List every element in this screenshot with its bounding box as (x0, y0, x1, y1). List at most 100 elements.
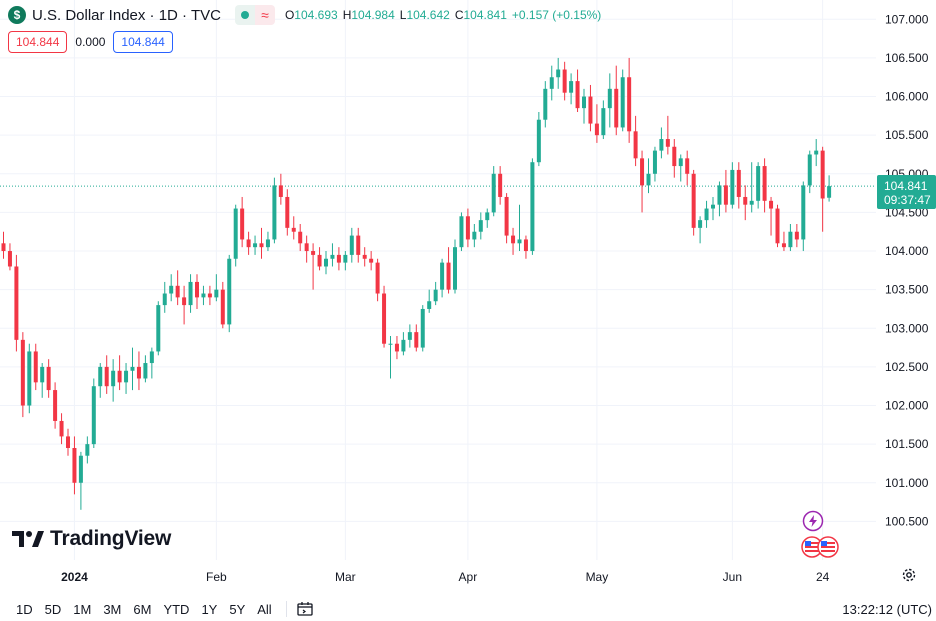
settings-gear-icon[interactable] (900, 566, 918, 584)
candle (472, 224, 477, 248)
candle-body (91, 386, 96, 445)
candle-body (704, 208, 709, 221)
candle (111, 359, 116, 402)
candle-body (156, 305, 161, 352)
timeframe-list: 1D 5D 1M 3M 6M YTD 1Y 5Y All (10, 602, 278, 617)
y-tick-label: 102.000 (885, 399, 929, 413)
lightning-icon[interactable] (802, 510, 824, 532)
candle (20, 332, 25, 418)
candle-body (272, 185, 277, 240)
candle (156, 301, 161, 356)
candle-body (407, 332, 412, 340)
candle-body (820, 150, 825, 199)
tradingview-logo[interactable]: TradingView (12, 527, 171, 551)
candle (827, 175, 832, 202)
y-tick-label: 106.500 (885, 51, 929, 65)
timeframe-1m[interactable]: 1M (73, 601, 92, 617)
candle-body (698, 220, 703, 228)
candle-body (607, 88, 612, 109)
candle-body (433, 289, 438, 302)
candle-body (491, 173, 496, 213)
candle (465, 208, 470, 248)
candle-body (517, 239, 522, 244)
candle (317, 247, 322, 271)
candle (14, 254, 19, 352)
candle (511, 227, 516, 255)
candle (33, 343, 38, 391)
candle (27, 343, 32, 414)
candle-body (562, 69, 567, 93)
candle (394, 336, 399, 360)
candle (343, 251, 348, 271)
timeframe-ytd[interactable]: YTD (163, 601, 190, 617)
candle-body (336, 254, 341, 263)
symbol-title[interactable]: U.S. Dollar Index · 1D · TVC (32, 6, 221, 24)
candle-body (27, 351, 32, 406)
candle (446, 247, 451, 294)
timeframe-5y[interactable]: 5Y (229, 601, 246, 617)
dollar-icon: $ (8, 6, 26, 24)
candle (569, 73, 574, 105)
candle-body (375, 262, 380, 294)
timeframe-3m[interactable]: 3M (103, 601, 122, 617)
candle-body (46, 366, 51, 391)
candle (523, 235, 528, 259)
candle (40, 363, 45, 398)
candle (265, 231, 270, 252)
candle-body (685, 158, 690, 174)
candle (175, 270, 180, 306)
us-flag-icon[interactable] (800, 535, 844, 559)
candle-body (1, 243, 6, 252)
candle (104, 355, 109, 394)
candle-body (143, 363, 148, 379)
candle-body (291, 227, 296, 232)
candle (627, 57, 632, 143)
candle (549, 65, 554, 101)
candle (46, 359, 51, 398)
candle-body (195, 281, 199, 298)
candle-body (633, 131, 638, 159)
candle-body (659, 139, 664, 151)
candle (478, 212, 483, 240)
candle (517, 204, 522, 252)
candle (775, 204, 780, 248)
utc-clock[interactable]: 13:22:12 (UTC) (842, 601, 932, 617)
date-range-icon[interactable] (295, 599, 315, 619)
candle-body (736, 169, 741, 197)
x-tick-label: 2024 (61, 570, 88, 584)
candle (582, 88, 586, 124)
candle-body (117, 370, 122, 383)
candle (491, 166, 496, 217)
candle (278, 173, 283, 205)
candle-body (678, 158, 683, 167)
status-pill[interactable]: ≈ (234, 5, 275, 25)
y-tick-label: 107.000 (885, 12, 929, 26)
candle (769, 196, 774, 236)
candle (298, 224, 303, 252)
candle (620, 69, 625, 132)
candle (214, 274, 219, 302)
high-label: H (342, 8, 352, 22)
low-value: 104.642 (406, 8, 450, 22)
candle-body (769, 200, 774, 209)
candle-body (162, 293, 167, 306)
price-label-countdown: 09:37:47 (884, 193, 931, 207)
timeframe-1d[interactable]: 1D (16, 601, 33, 617)
candle (201, 285, 206, 306)
candle (220, 281, 225, 329)
candle-body (14, 266, 19, 340)
x-tick-label: Feb (206, 570, 227, 584)
timeframe-6m[interactable]: 6M (133, 601, 152, 617)
candle-body (511, 235, 516, 244)
timeframe-5d[interactable]: 5D (44, 601, 62, 617)
y-tick-label: 102.500 (885, 360, 929, 374)
candle (375, 258, 380, 302)
candle (575, 69, 580, 112)
timeframe-1y[interactable]: 1Y (201, 601, 218, 617)
candle (698, 216, 703, 244)
candle-body (130, 366, 135, 371)
candle (98, 363, 103, 398)
timeframe-all[interactable]: All (257, 601, 272, 617)
candle (207, 285, 212, 306)
